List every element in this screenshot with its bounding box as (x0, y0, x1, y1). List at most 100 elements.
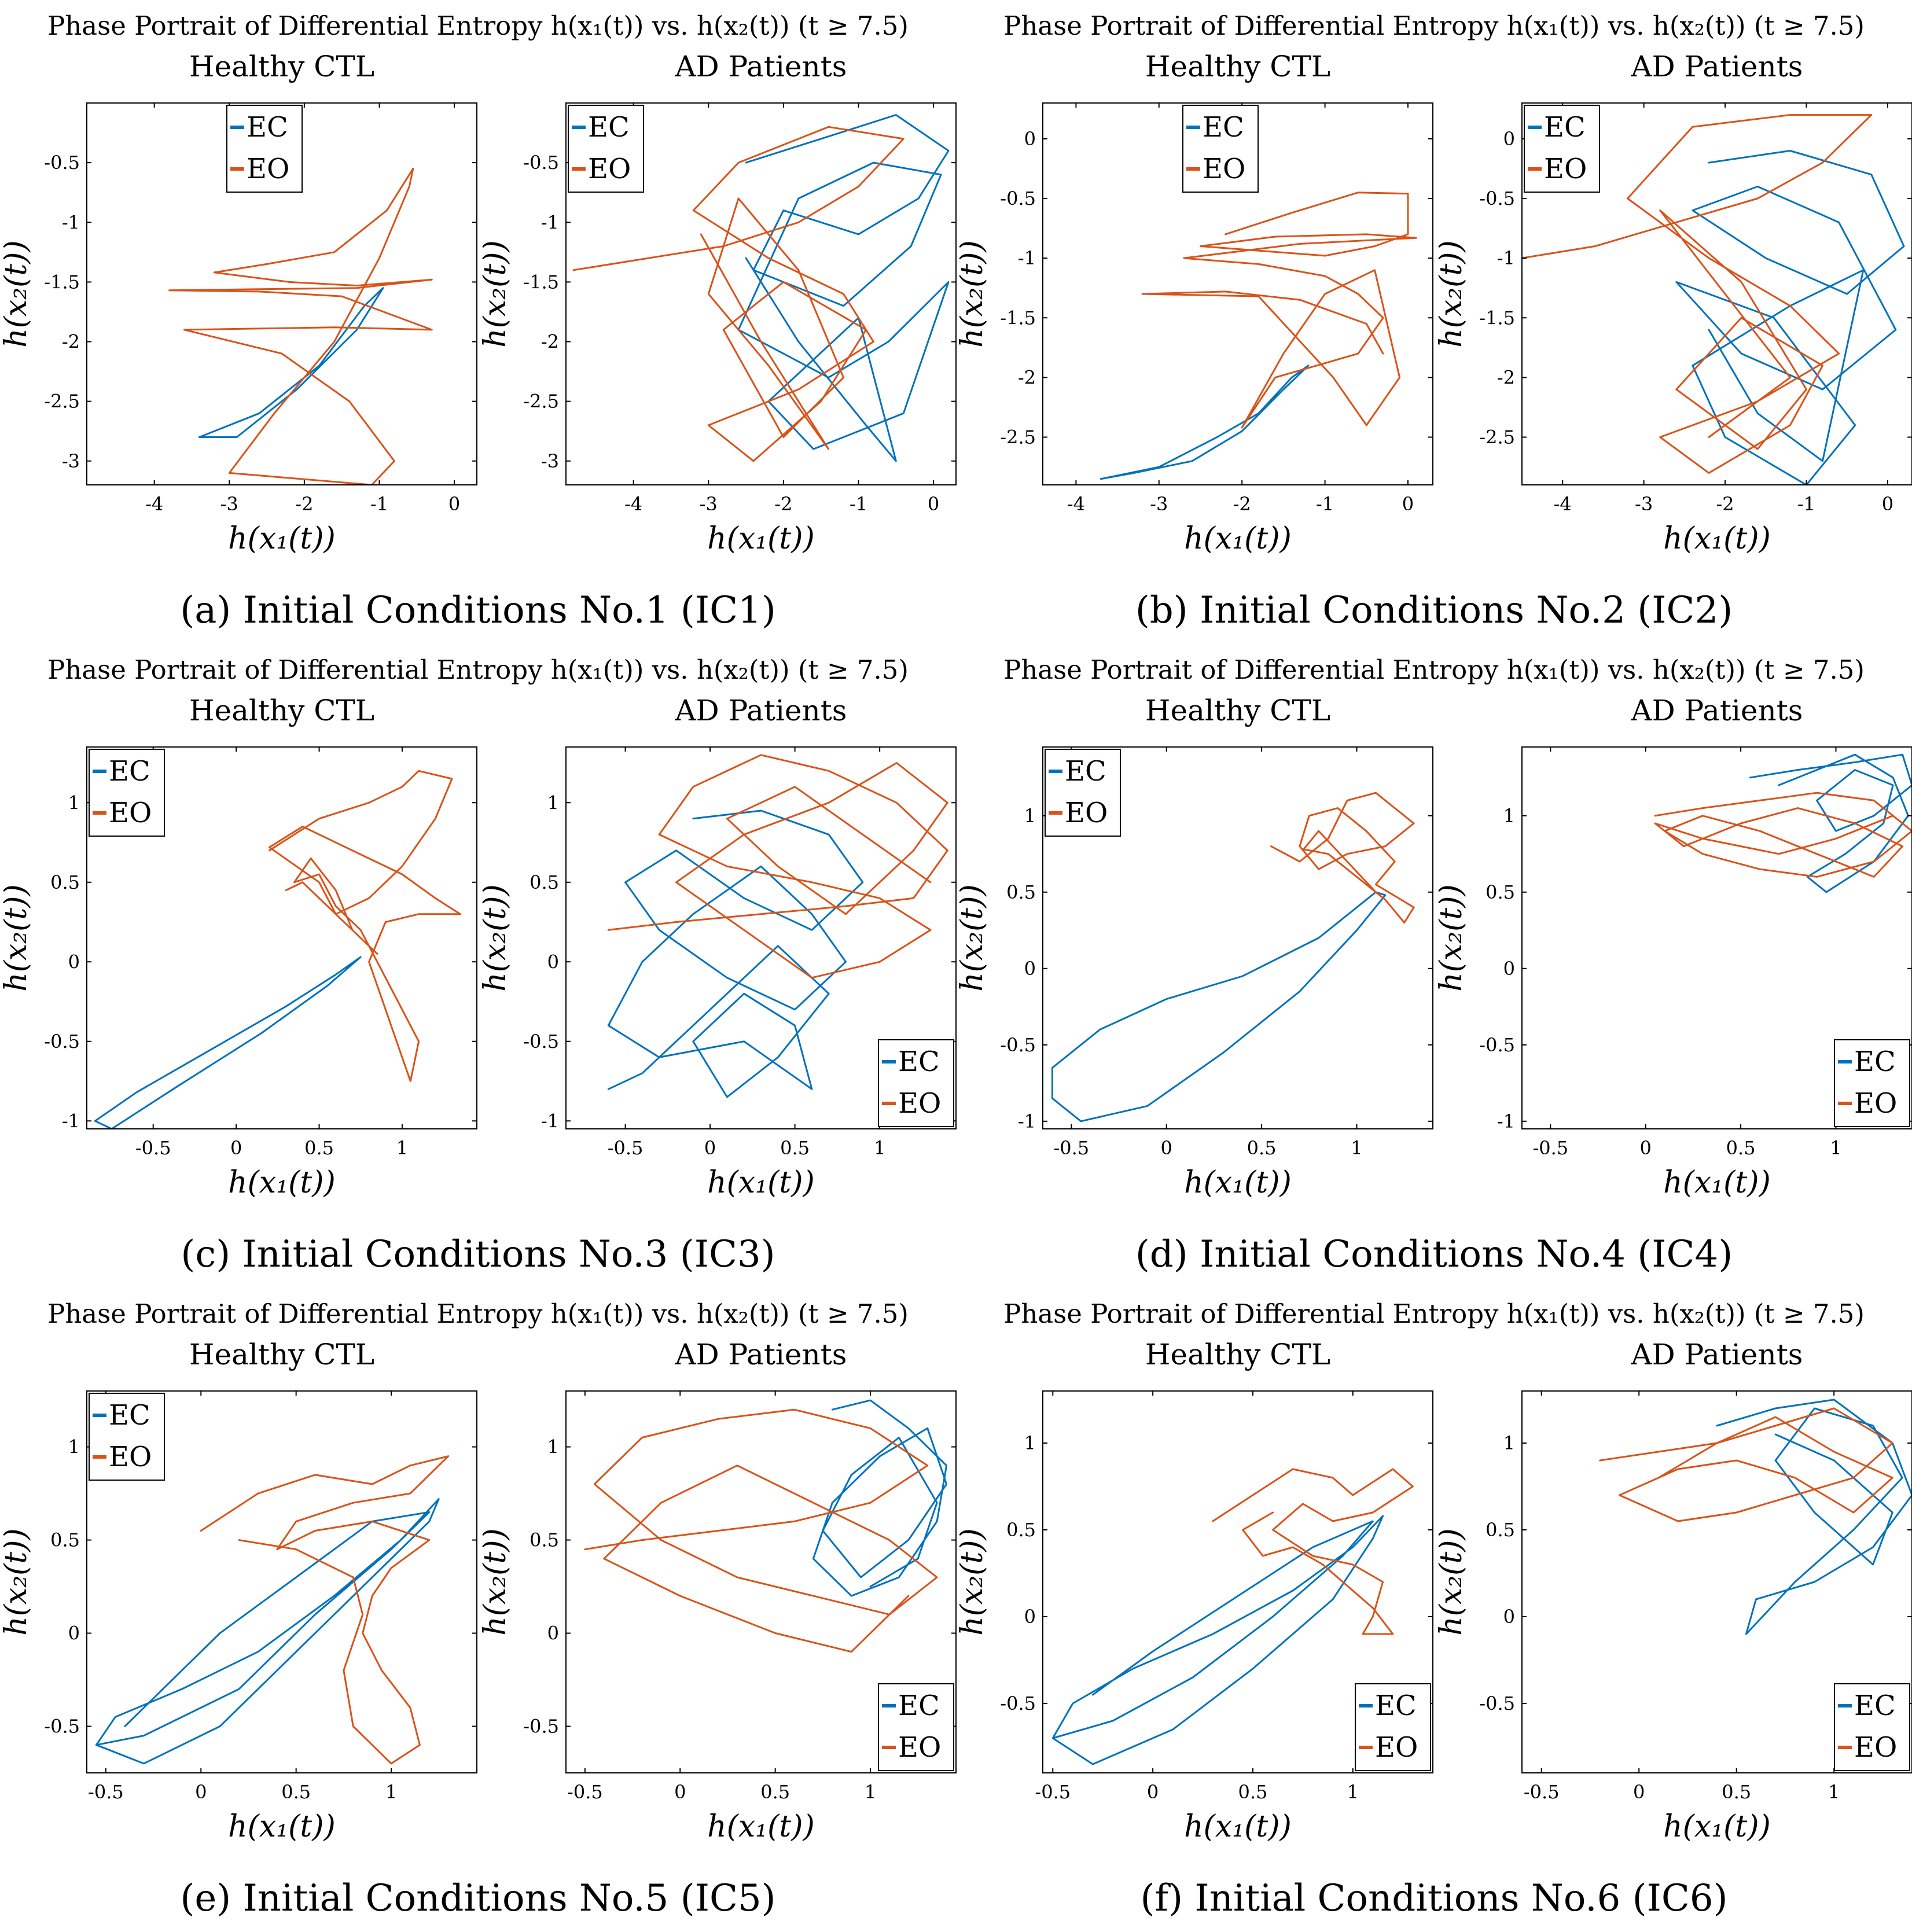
y-tick-label: -0.5 (44, 1031, 80, 1053)
series-eo-line (572, 126, 904, 462)
x-tick-label: -2 (774, 493, 792, 515)
y-tick-label: -0.5 (1479, 1692, 1515, 1714)
legend: EC EO (89, 749, 165, 837)
axes-frame (565, 102, 957, 485)
legend-label-eo: EO (1375, 1731, 1418, 1764)
legend-label-eo: EO (1544, 153, 1587, 185)
legend-label-ec: EC (1203, 111, 1244, 143)
x-axis-label: h(x₁(t)) (1663, 1809, 1771, 1844)
x-tick-label: 1 (865, 1781, 876, 1803)
y-tick-label: -0.5 (1479, 187, 1515, 209)
x-tick-label: -4 (1554, 493, 1572, 515)
y-tick-label: -0.5 (1479, 1034, 1515, 1056)
panel-c-suptitle: Phase Portrait of Differential Entropy h… (47, 654, 909, 685)
panel-label: (f) (1140, 1877, 1183, 1920)
legend-label-eo: EO (588, 153, 631, 185)
y-axis-label: h(x₂(t)) (955, 1528, 990, 1636)
legend-label-eo: EO (247, 153, 289, 185)
y-tick-label: 0 (68, 1622, 80, 1644)
y-tick-label: -0.5 (44, 1716, 80, 1738)
panel-b: Phase Portrait of Differential Entropy h… (955, 0, 1912, 644)
y-tick-label: -1 (541, 211, 559, 233)
y-axis-label: h(x₂(t)) (478, 1528, 513, 1636)
y-axis-label: h(x₂(t)) (1434, 240, 1469, 348)
y-tick-label: -1 (1497, 1110, 1515, 1132)
y-tick-label: 0 (1024, 1606, 1036, 1628)
series-ec-line (737, 114, 950, 462)
y-tick-label: -2.5 (1000, 426, 1036, 448)
axes-frame (1042, 102, 1433, 485)
axes-frame (1521, 1390, 1912, 1773)
legend: EC EO (878, 1683, 954, 1771)
panel-a-subplot-1-title: AD Patients (675, 50, 847, 83)
panel-b-suptitle: Phase Portrait of Differential Entropy h… (1003, 10, 1865, 41)
x-tick-label: -1 (850, 493, 867, 515)
x-tick-label: 0 (1633, 1781, 1645, 1803)
x-tick-label: -0.5 (1524, 1781, 1560, 1803)
x-tick-label: -1 (1797, 493, 1815, 515)
panel-e-caption: (e) Initial Conditions No.5 (IC5) (0, 1877, 956, 1920)
axes-frame (86, 102, 477, 485)
panel-a-subplot-0-title: Healthy CTL (189, 50, 375, 83)
legend: EC EO (1182, 105, 1259, 193)
y-tick-label: -0.5 (1000, 1034, 1036, 1056)
caption-text: Initial Conditions No.1 (IC1) (231, 589, 776, 632)
y-tick-label: -3 (62, 450, 80, 472)
y-tick-label: 0 (1503, 1606, 1515, 1628)
series-eo-line (1141, 192, 1417, 429)
legend: EC EO (878, 1039, 954, 1127)
legend-label-ec: EC (898, 1690, 940, 1722)
panel-label: (b) (1135, 589, 1188, 632)
y-tick-label: 1 (547, 792, 559, 814)
series-eo-line (1270, 792, 1415, 924)
y-axis-label: h(x₂(t)) (478, 240, 513, 348)
x-tick-label: 0 (704, 1137, 716, 1159)
series-eo-line (1212, 1468, 1414, 1635)
x-tick-label: -0.5 (1035, 1781, 1071, 1803)
legend: EC EO (1834, 1039, 1910, 1127)
series-ec-line (1749, 753, 1912, 893)
legend-label-ec: EC (1854, 1690, 1896, 1722)
x-axis-label: h(x₁(t)) (1663, 1165, 1771, 1200)
x-tick-label: 0 (928, 493, 939, 515)
legend-box (1834, 1039, 1910, 1127)
y-tick-label: 0.5 (1006, 1519, 1036, 1541)
legend-box (1182, 105, 1259, 193)
y-tick-label: 0.5 (530, 871, 559, 893)
y-tick-label: 1 (1024, 805, 1036, 827)
panel-d-subplot-0-axes: -0.5 0 0.5 1 -1 -0.5 0 0.5 1 h(x₁(t)) h(x₂(t)) EC EO (955, 746, 1433, 1200)
caption-text: Initial Conditions No.5 (IC5) (231, 1877, 776, 1920)
x-tick-label: 0 (1147, 1781, 1159, 1803)
legend-label-eo: EO (898, 1731, 941, 1764)
panel-label: (e) (180, 1877, 231, 1920)
series-ec-line (1716, 1399, 1912, 1635)
y-tick-label: -1 (1018, 247, 1036, 269)
series-eo-line (168, 167, 433, 485)
x-tick-label: 0 (1161, 1137, 1172, 1159)
panel-c-caption: (c) Initial Conditions No.3 (IC3) (0, 1233, 956, 1276)
panel-d-subplot-0-title: Healthy CTL (1145, 694, 1331, 727)
x-tick-label: 1 (385, 1781, 397, 1803)
axes-frame (86, 746, 477, 1129)
series-ec-line (1675, 150, 1905, 485)
x-axis-label: h(x₁(t)) (707, 1165, 815, 1200)
x-tick-label: 0 (448, 493, 460, 515)
y-tick-label: -2 (62, 331, 80, 353)
legend-label-ec: EC (898, 1046, 940, 1078)
x-tick-label: -0.5 (608, 1137, 644, 1159)
caption-text: Initial Conditions No.4 (IC4) (1187, 1233, 1733, 1276)
series-ec-line (95, 1498, 440, 1765)
y-tick-label: 1 (68, 792, 80, 814)
legend: EC EO (89, 1393, 165, 1481)
legend: EC EO (1524, 105, 1600, 193)
legend: EC EO (568, 105, 644, 193)
x-axis-label: h(x₁(t)) (228, 1809, 336, 1844)
x-tick-label: 1 (396, 1137, 408, 1159)
y-tick-label: 0.5 (50, 871, 80, 893)
y-tick-label: 0.5 (50, 1529, 80, 1551)
x-axis-label: h(x₁(t)) (707, 1809, 815, 1844)
legend-box (1045, 749, 1121, 837)
caption-text: Initial Conditions No.2 (IC2) (1187, 589, 1733, 632)
x-axis-label: h(x₁(t)) (707, 521, 815, 556)
legend-label-ec: EC (247, 111, 288, 143)
